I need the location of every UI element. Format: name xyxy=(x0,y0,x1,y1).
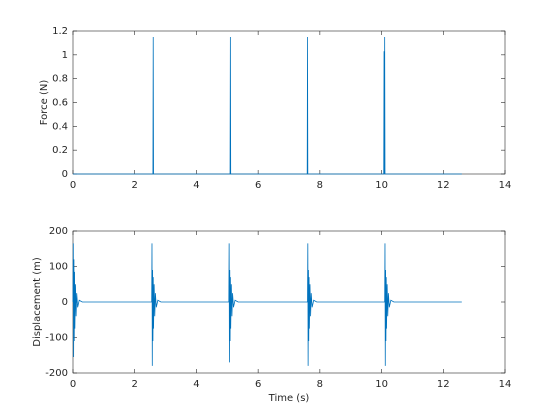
x-tick-label: 10 xyxy=(375,379,388,390)
y-axis-label: Force (N) xyxy=(39,80,50,126)
y-tick-label: 0 xyxy=(62,297,68,308)
x-tick-label: 12 xyxy=(437,379,450,390)
y-axis-label: Displacement (m) xyxy=(32,257,43,347)
y-tick-label: 0.6 xyxy=(52,98,68,109)
y-tick-label: 0.4 xyxy=(52,121,68,132)
x-tick-label: 2 xyxy=(132,180,138,191)
y-tick-label: 0 xyxy=(62,169,68,180)
x-tick-label: 12 xyxy=(437,180,450,191)
y-tick-label: 0.2 xyxy=(52,145,68,156)
x-tick-label: 10 xyxy=(375,180,388,191)
x-tick-label: 2 xyxy=(132,379,138,390)
data-line xyxy=(73,36,462,175)
y-tick-label: 1.2 xyxy=(52,26,68,37)
x-tick-label: 0 xyxy=(70,180,76,191)
x-tick-label: 4 xyxy=(193,180,199,191)
x-tick-label: 6 xyxy=(255,379,261,390)
axes-box xyxy=(72,30,506,175)
y-tick-label: 1 xyxy=(62,50,68,61)
y-tick-label: 100 xyxy=(49,262,68,273)
x-tick-label: 6 xyxy=(255,180,261,191)
y-tick-label: -100 xyxy=(45,333,68,344)
x-tick-label: 14 xyxy=(499,379,512,390)
data-line xyxy=(72,243,462,366)
x-tick-label: 8 xyxy=(317,379,323,390)
x-tick-label: 14 xyxy=(499,180,512,191)
y-tick-label: 200 xyxy=(49,226,68,237)
y-tick-label: 0.8 xyxy=(52,74,68,85)
x-axis-label: Time (s) xyxy=(268,393,310,404)
y-tick-label: -200 xyxy=(45,368,68,379)
x-tick-label: 8 xyxy=(317,180,323,191)
x-tick-label: 4 xyxy=(193,379,199,390)
x-tick-label: 0 xyxy=(70,379,76,390)
